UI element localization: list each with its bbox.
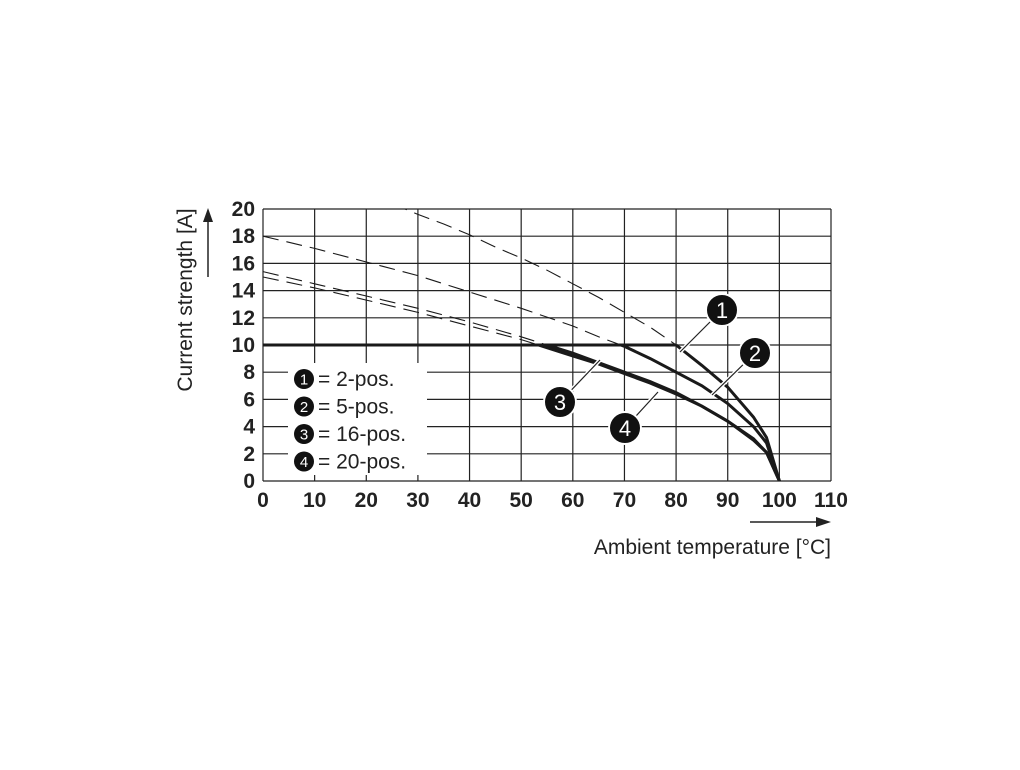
legend-marker-number: 3	[300, 427, 308, 444]
curves	[263, 209, 781, 481]
x-tick-label: 110	[814, 489, 848, 512]
callout-3-icon	[543, 385, 577, 419]
y-tick-label: 10	[232, 334, 255, 357]
series-2-extrapolated-line	[263, 235, 621, 346]
legend-marker-number: 1	[300, 372, 308, 389]
callout-number: 3	[554, 390, 566, 415]
series-1-extrapolated-line	[403, 209, 677, 346]
x-tick-label: 60	[561, 489, 584, 512]
series-3-extrapolated-line	[263, 271, 548, 346]
callout-number: 1	[716, 298, 728, 323]
x-axis-label: Ambient temperature [°C]	[594, 536, 831, 559]
series-2-line	[620, 343, 781, 481]
x-tick-label: 100	[762, 489, 797, 512]
legend: 1 = 2-pos. 2 = 5-pos. 3 = 16-pos. 4 = 20-pos.	[288, 363, 427, 475]
callout-2-icon	[738, 336, 772, 370]
y-tick-label: 12	[232, 307, 255, 330]
x-tick-label: 20	[355, 489, 378, 512]
y-axis-label: Current strength [A]	[174, 208, 197, 391]
x-tick-labels: 0 10 20 30 40 50 60 70 80 90 100 110	[257, 489, 848, 512]
x-tick-label: 50	[510, 489, 533, 512]
y-tick-label: 8	[243, 361, 255, 384]
legend-label: = 16-pos.	[318, 423, 406, 446]
legend-marker-3-icon	[294, 424, 314, 444]
x-tick-label: 80	[664, 489, 687, 512]
legend-label: = 20-pos.	[318, 451, 406, 474]
callout-4-icon	[608, 411, 642, 445]
y-tick-label: 14	[232, 280, 256, 303]
y-tick-label: 20	[232, 198, 255, 221]
callout-number: 2	[749, 341, 761, 366]
y-tick-labels: 0 2 4 6 8 10 12 14 16 18 20	[232, 198, 256, 493]
x-tick-label: 70	[613, 489, 636, 512]
y-tick-label: 6	[243, 388, 255, 411]
legend-label: = 5-pos.	[318, 396, 394, 419]
x-tick-label: 0	[257, 489, 269, 512]
legend-marker-1-icon	[294, 369, 314, 389]
callout-number: 4	[619, 416, 631, 441]
y-axis-arrow	[203, 208, 213, 277]
x-axis-arrow	[750, 517, 831, 527]
legend-marker-number: 2	[300, 399, 308, 416]
x-tick-label: 30	[406, 489, 429, 512]
x-tick-label: 10	[303, 489, 326, 512]
series-4-line	[537, 343, 781, 481]
callout-1-icon	[705, 293, 739, 327]
x-tick-label: 40	[458, 489, 481, 512]
y-tick-label: 2	[243, 443, 255, 466]
x-tick-label: 90	[716, 489, 739, 512]
y-tick-label: 18	[232, 225, 256, 248]
y-tick-label: 0	[243, 470, 255, 493]
legend-marker-2-icon	[294, 396, 314, 417]
y-tick-label: 4	[243, 416, 255, 439]
legend-label: = 2-pos.	[318, 368, 394, 391]
legend-marker-number: 4	[300, 454, 308, 471]
y-tick-label: 16	[232, 252, 255, 275]
callouts: 12 3 4	[543, 293, 772, 445]
series-4-extrapolated-line	[263, 276, 539, 346]
legend-marker-4-icon	[294, 451, 314, 472]
